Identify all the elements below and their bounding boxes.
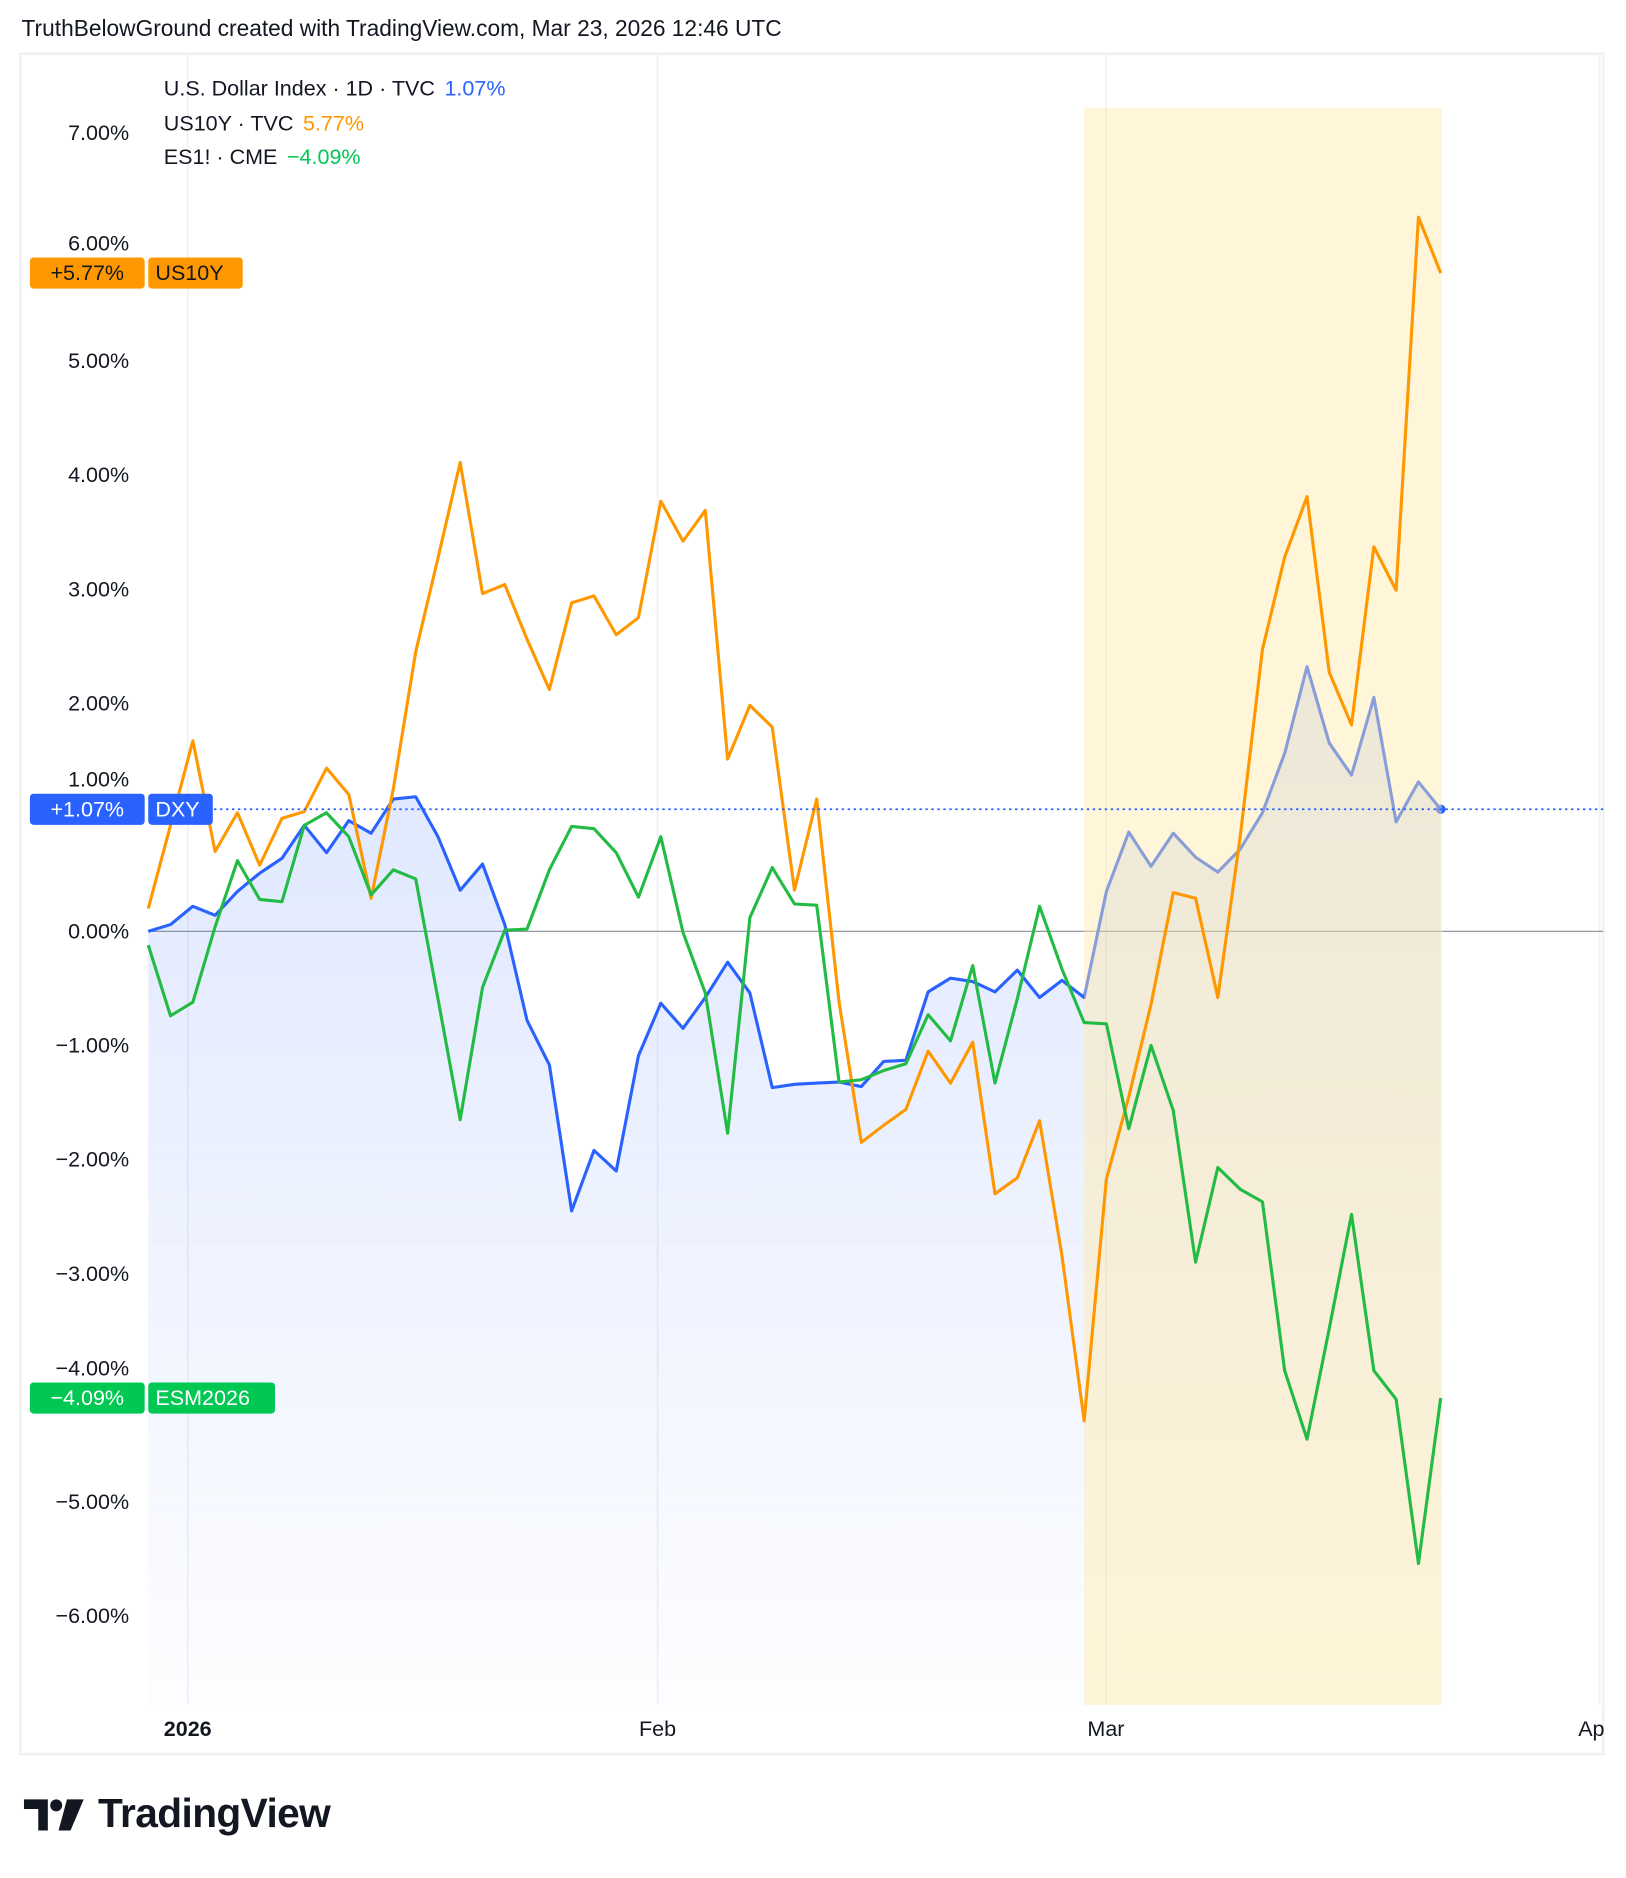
- y-tick-label: −6.00%: [56, 1604, 130, 1628]
- series-line-us10y[interactable]: [146, 215, 1443, 1423]
- y-tick-label: 7.00%: [68, 121, 129, 145]
- y-tick-label: −4.00%: [56, 1356, 130, 1380]
- legend-item-es1[interactable]: ES1! · CME −4.09%: [164, 140, 506, 174]
- chart-attribution: TruthBelowGround created with TradingVie…: [21, 16, 782, 42]
- legend-value: −4.09%: [286, 144, 361, 169]
- legend-item-dxy[interactable]: U.S. Dollar Index · 1D · TVC 1.07%: [164, 72, 506, 106]
- price-label-value-box: [29, 1382, 145, 1414]
- price-label-value: +1.07%: [50, 797, 124, 821]
- price-label-value-box: [29, 257, 145, 289]
- price-label-symbol: US10Y: [155, 261, 223, 285]
- chart-frame: [19, 52, 1605, 1756]
- price-label-symbol: ESM2026: [155, 1386, 250, 1410]
- legend-value: 1.07%: [444, 76, 506, 101]
- highlight-range[interactable]: [1084, 107, 1442, 1705]
- legend-label: ES1! · CME: [163, 144, 278, 169]
- price-label-value: +5.77%: [50, 261, 124, 285]
- x-tick-label: 2026: [164, 1717, 212, 1741]
- y-tick-label: −3.00%: [56, 1262, 130, 1286]
- y-tick-label: −5.00%: [56, 1490, 130, 1514]
- logo-text: TradingView: [98, 1791, 331, 1837]
- price-label-symbol-box: [148, 257, 243, 289]
- y-tick-label: 1.00%: [68, 768, 129, 792]
- y-tick-label: −1.00%: [56, 1034, 130, 1058]
- y-tick-label: 0.00%: [68, 920, 129, 944]
- legend: U.S. Dollar Index · 1D · TVC 1.07% US10Y …: [164, 72, 506, 174]
- dxy-area-fill: [148, 666, 1441, 1705]
- y-tick-label: 6.00%: [68, 231, 129, 255]
- x-tick-label: Feb: [639, 1717, 676, 1741]
- price-label-symbol-box: [148, 1382, 275, 1414]
- y-tick-label: 2.00%: [68, 691, 129, 715]
- legend-label: US10Y · TVC: [163, 110, 294, 135]
- series-line-esm2026[interactable]: [146, 811, 1443, 1566]
- series-line-dxy[interactable]: [147, 665, 1442, 1213]
- price-label-value: −4.09%: [50, 1386, 124, 1410]
- x-tick-label: Mar: [1087, 1717, 1124, 1741]
- y-tick-label: 5.00%: [68, 349, 129, 373]
- x-tick-label: Ap: [1578, 1717, 1604, 1741]
- price-label-value-box: [29, 793, 145, 825]
- legend-value: 5.77%: [302, 110, 364, 135]
- legend-label: U.S. Dollar Index · 1D · TVC: [163, 76, 435, 101]
- y-tick-label: 4.00%: [68, 463, 129, 487]
- tradingview-logo-icon: [23, 1798, 84, 1830]
- legend-item-us10y[interactable]: US10Y · TVC 5.77%: [164, 106, 506, 140]
- y-tick-label: −2.00%: [56, 1148, 130, 1172]
- price-label-symbol-box: [148, 793, 213, 825]
- y-tick-label: 3.00%: [68, 577, 129, 601]
- price-label-symbol: DXY: [155, 797, 199, 821]
- tradingview-logo[interactable]: TradingView: [23, 1791, 331, 1838]
